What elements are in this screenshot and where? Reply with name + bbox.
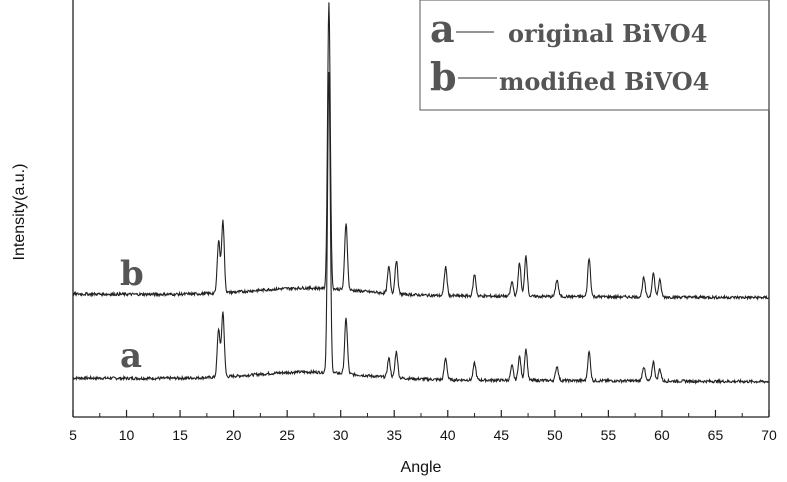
x-tick-label: 70	[761, 427, 777, 443]
series-group	[73, 2, 769, 382]
x-tick-label: 35	[386, 427, 402, 443]
legend: a original BiVO4 b modified BiVO4	[420, 0, 769, 110]
y-axis-title: Intensity(a.u.)	[11, 164, 28, 261]
series-line-a	[73, 72, 769, 383]
x-tick-label: 10	[119, 427, 135, 443]
x-tick-label: 50	[547, 427, 563, 443]
series-label-a: a	[120, 336, 142, 376]
legend-label-b: modified BiVO4	[499, 67, 709, 96]
series-label-b: b	[120, 254, 144, 294]
x-tick-label: 20	[226, 427, 242, 443]
x-tick-label: 65	[708, 427, 724, 443]
x-axis-ticks: 5 10 15 20 25 30 35 40 45 50 55 60 65 70	[69, 410, 777, 443]
x-tick-label: 45	[494, 427, 510, 443]
legend-key-b: b	[430, 54, 457, 99]
x-tick-label: 30	[333, 427, 349, 443]
x-tick-label: 5	[69, 427, 77, 443]
x-axis-title: Angle	[401, 459, 442, 476]
x-tick-label: 25	[279, 427, 295, 443]
x-tick-label: 55	[601, 427, 617, 443]
x-tick-label: 60	[654, 427, 670, 443]
x-tick-label: 15	[172, 427, 188, 443]
legend-label-a: original BiVO4	[508, 19, 707, 48]
x-tick-label: 40	[440, 427, 456, 443]
legend-key-a: a	[430, 6, 455, 51]
